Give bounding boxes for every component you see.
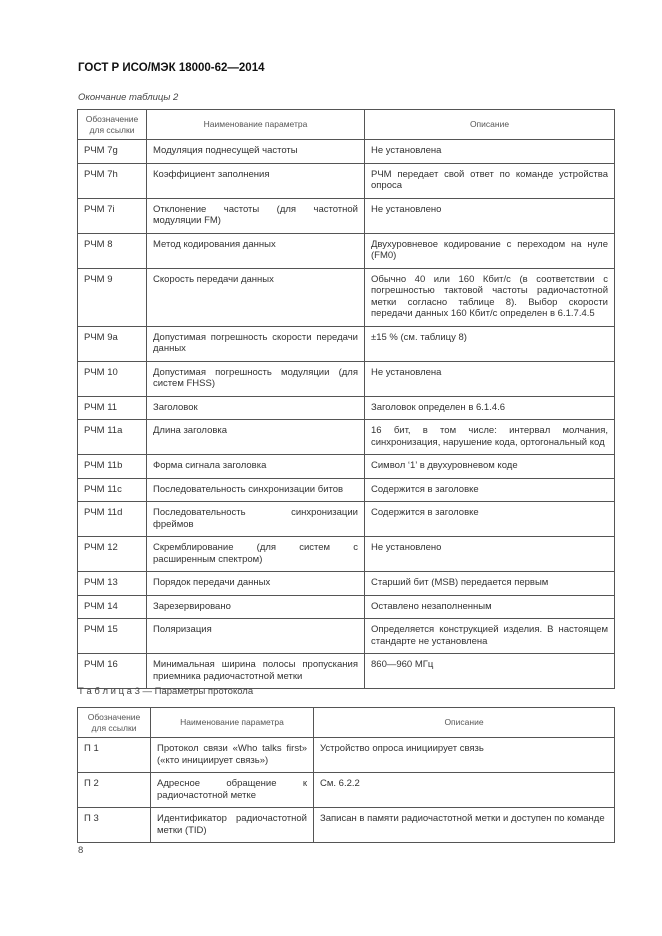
table-row: РЧМ 8 Метод кодирования данных Двухуровнев… bbox=[77, 232, 615, 269]
cell-reference: РЧМ 7h bbox=[77, 162, 147, 199]
cell-parameter: Модуляция поднесущей частоты bbox=[146, 139, 365, 164]
cell-reference: РЧМ 7i bbox=[77, 197, 147, 234]
cell-parameter: Идентификатор радиочастотной метки (TID) bbox=[150, 807, 314, 843]
table-row: РЧМ 12 Скремблирование (для систем с расш… bbox=[77, 536, 615, 572]
cell-parameter: Зарезервировано bbox=[146, 594, 365, 619]
cell-reference: РЧМ 15 bbox=[77, 618, 147, 654]
cell-reference: РЧМ 11b bbox=[77, 454, 147, 479]
cell-reference: П 3 bbox=[77, 807, 151, 843]
cell-parameter: Коэффициент заполнения bbox=[146, 162, 365, 199]
cell-description: Не установлено bbox=[364, 536, 615, 572]
cell-parameter: Скремблирование (для систем с расширенны… bbox=[146, 536, 365, 572]
cell-reference: РЧМ 13 bbox=[77, 571, 147, 596]
cell-parameter: Форма сигнала заголовка bbox=[146, 454, 365, 479]
table-row: РЧМ 11d Последовательность синхронизации … bbox=[77, 501, 615, 537]
table-row: РЧМ 14 Зарезервировано Оставлено незаполне… bbox=[77, 594, 615, 619]
page-number: 8 bbox=[78, 845, 84, 856]
cell-parameter: Адресное обращение к радиочастотной метк… bbox=[150, 772, 314, 808]
table2-continuation-caption: Окончание таблицы 2 bbox=[78, 92, 179, 103]
cell-reference: РЧМ 9a bbox=[77, 325, 147, 362]
cell-parameter: Допустимая погрешность модуляции (для си… bbox=[146, 360, 365, 397]
cell-description: Старший бит (MSB) передается первым bbox=[364, 571, 615, 596]
table-row: РЧМ 11a Длина заголовка 16 бит, в том числ… bbox=[77, 419, 615, 455]
cell-reference: РЧМ 10 bbox=[77, 360, 147, 397]
cell-parameter: Метод кодирования данных bbox=[146, 232, 365, 269]
cell-parameter: Последовательность синхронизации фреймов bbox=[146, 501, 365, 537]
cell-reference: П 1 bbox=[77, 737, 151, 773]
cell-parameter: Скорость передачи данных bbox=[146, 267, 365, 327]
cell-reference: РЧМ 11c bbox=[77, 477, 147, 502]
table-row: П 1 Протокол связи «Who talks first» («кт… bbox=[77, 737, 615, 773]
column-header: Обозначение для ссылки bbox=[77, 109, 147, 140]
table-row: РЧМ 7h Коэффициент заполнения РЧМ передает… bbox=[77, 162, 615, 199]
column-header: Описание bbox=[313, 707, 615, 738]
cell-description: Содержится в заголовке bbox=[364, 501, 615, 537]
cell-parameter: Заголовок bbox=[146, 395, 365, 420]
table-row: РЧМ 16 Минимальная ширина полосы пропуска… bbox=[77, 653, 615, 689]
cell-reference: РЧМ 8 bbox=[77, 232, 147, 269]
column-header: Описание bbox=[364, 109, 615, 140]
table-row: РЧМ 13 Порядок передачи данных Старший бит… bbox=[77, 571, 615, 596]
cell-reference: РЧМ 12 bbox=[77, 536, 147, 572]
table-row: РЧМ 7i Отклонение частоты (для частотной … bbox=[77, 197, 615, 234]
table-row: РЧМ 11b Форма сигнала заголовка Символ ‘1’… bbox=[77, 454, 615, 479]
cell-description: Определяется конструкцией изделия. В нас… bbox=[364, 618, 615, 654]
cell-description: Не установлено bbox=[364, 197, 615, 234]
table-row: П 2 Адресное обращение к радиочастотной м… bbox=[77, 772, 615, 808]
column-header: Обозначение для ссылки bbox=[77, 707, 151, 738]
table-header: Обозначение для ссылки Наименование пара… bbox=[77, 109, 615, 140]
table-row: РЧМ 9 Скорость передачи данных Обычно 40 и… bbox=[77, 267, 615, 327]
cell-reference: РЧМ 9 bbox=[77, 267, 147, 327]
cell-description: 860—960 МГц bbox=[364, 653, 615, 689]
cell-description: РЧМ передает свой ответ по команде устро… bbox=[364, 162, 615, 199]
table-row: РЧМ 11c Последовательность синхронизации … bbox=[77, 477, 615, 502]
column-header: Наименование параметра bbox=[150, 707, 314, 738]
cell-description: Двухуровневое кодирование с переходом на… bbox=[364, 232, 615, 269]
cell-description: Записан в памяти радиочастотной метки и … bbox=[313, 807, 615, 843]
cell-parameter: Последовательность синхронизации битов bbox=[146, 477, 365, 502]
table-3: Обозначение для ссылки Наименование пара… bbox=[77, 707, 615, 843]
cell-description: Заголовок определен в 6.1.4.6 bbox=[364, 395, 615, 420]
cell-parameter: Длина заголовка bbox=[146, 419, 365, 455]
table-row: П 3 Идентификатор радиочастотной метки (T… bbox=[77, 807, 615, 843]
cell-reference: РЧМ 7g bbox=[77, 139, 147, 164]
cell-description: Содержится в заголовке bbox=[364, 477, 615, 502]
cell-parameter: Допустимая погрешность скорости передачи… bbox=[146, 325, 365, 362]
table-header: Обозначение для ссылки Наименование пара… bbox=[77, 707, 615, 738]
table-row: РЧМ 7g Модуляция поднесущей частоты Не уст… bbox=[77, 139, 615, 164]
cell-description: ±15 % (см. таблицу 8) bbox=[364, 325, 615, 362]
cell-description: Обычно 40 или 160 Кбит/с (в соответствии… bbox=[364, 267, 615, 327]
table-row: РЧМ 11 Заголовок Заголовок определен в 6.1… bbox=[77, 395, 615, 420]
cell-reference: РЧМ 14 bbox=[77, 594, 147, 619]
cell-parameter: Минимальная ширина полосы пропускания пр… bbox=[146, 653, 365, 689]
cell-reference: РЧМ 11a bbox=[77, 419, 147, 455]
cell-description: Оставлено незаполненным bbox=[364, 594, 615, 619]
cell-parameter: Отклонение частоты (для частотной модуля… bbox=[146, 197, 365, 234]
cell-description: См. 6.2.2 bbox=[313, 772, 615, 808]
table-2: Обозначение для ссылки Наименование пара… bbox=[77, 109, 615, 689]
cell-reference: П 2 bbox=[77, 772, 151, 808]
cell-description: Символ ‘1’ в двухуровневом коде bbox=[364, 454, 615, 479]
cell-description: Не установлена bbox=[364, 139, 615, 164]
table-row: РЧМ 10 Допустимая погрешность модуляции (… bbox=[77, 360, 615, 397]
cell-parameter: Протокол связи «Who talks first» («кто и… bbox=[150, 737, 314, 773]
cell-reference: РЧМ 11d bbox=[77, 501, 147, 537]
cell-description: 16 бит, в том числе: интервал молчания, … bbox=[364, 419, 615, 455]
cell-parameter: Поляризация bbox=[146, 618, 365, 654]
cell-description: Не установлена bbox=[364, 360, 615, 397]
document-title: ГОСТ Р ИСО/МЭК 18000-62—2014 bbox=[78, 62, 265, 74]
table3-caption: Т а б л и ц а 3 — Параметры протокола bbox=[78, 686, 254, 697]
column-header: Наименование параметра bbox=[146, 109, 365, 140]
cell-description: Устройство опроса инициирует связь bbox=[313, 737, 615, 773]
cell-parameter: Порядок передачи данных bbox=[146, 571, 365, 596]
cell-reference: РЧМ 11 bbox=[77, 395, 147, 420]
table-row: РЧМ 9a Допустимая погрешность скорости пе… bbox=[77, 325, 615, 362]
table-row: РЧМ 15 Поляризация Определяется конструкци… bbox=[77, 618, 615, 654]
cell-reference: РЧМ 16 bbox=[77, 653, 147, 689]
